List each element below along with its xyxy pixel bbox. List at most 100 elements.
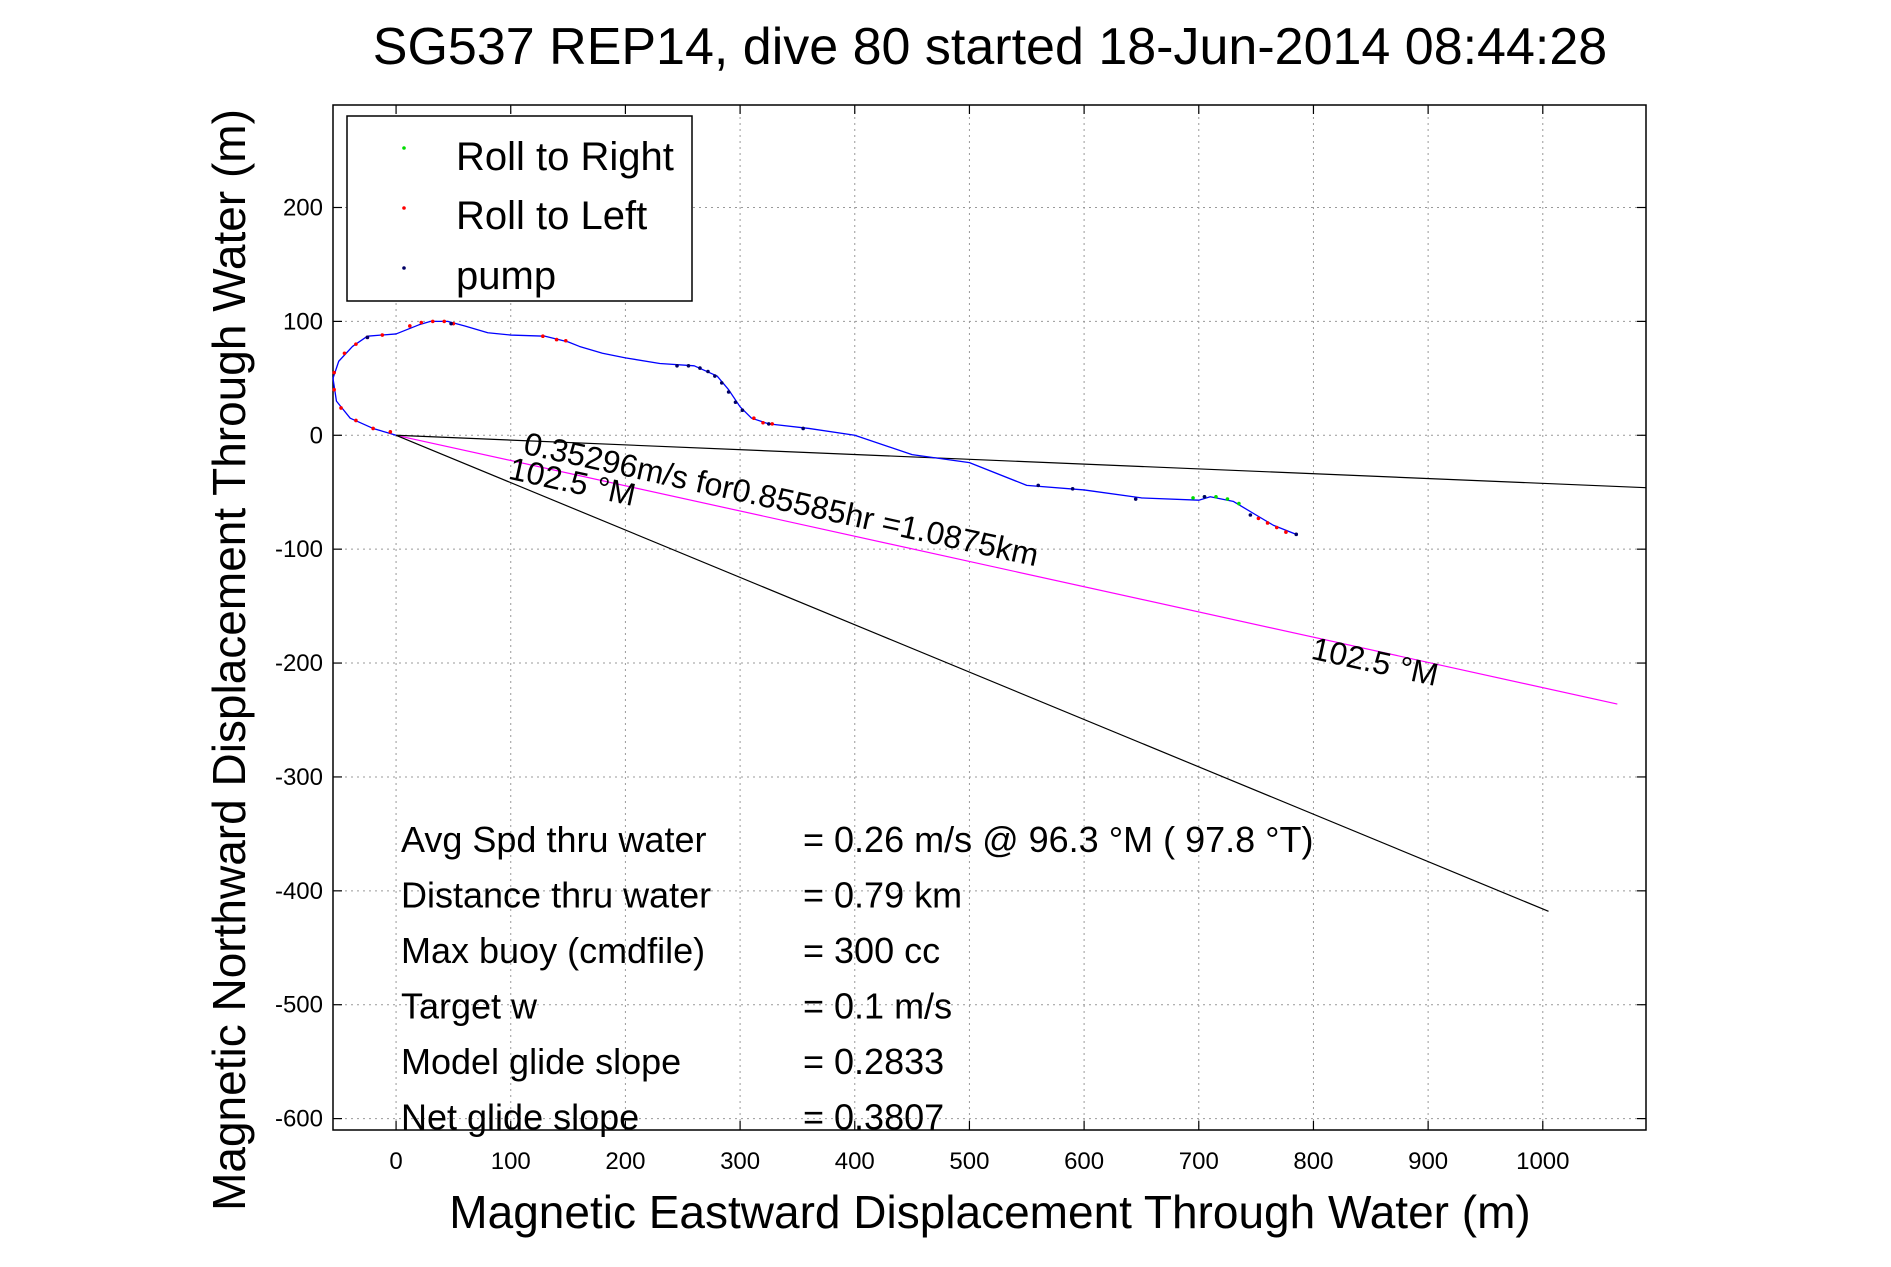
- stat-label: Target w: [401, 986, 538, 1027]
- x-tick-label: 700: [1179, 1148, 1219, 1175]
- y-tick-label: -200: [275, 650, 323, 677]
- pump-point: [726, 390, 731, 394]
- pump-point: [686, 364, 691, 368]
- x-tick-label: 800: [1293, 1148, 1333, 1175]
- legend: Roll to Right Roll to Left pump: [346, 115, 693, 302]
- roll-left-point: [354, 418, 358, 423]
- roll-left-point: [354, 342, 358, 346]
- pump-point: [1070, 487, 1075, 491]
- roll-left-point: [342, 351, 347, 356]
- pump-point: [733, 400, 738, 405]
- y-tick-label: 0: [310, 422, 323, 449]
- pump-point: [675, 364, 679, 368]
- stat-value: = 0.2833: [803, 1041, 944, 1082]
- roll-left-point: [554, 337, 559, 342]
- reference-line-heading-line: [395, 434, 1549, 912]
- x-tick-label: 600: [1064, 1148, 1104, 1175]
- roll-left-point: [1274, 525, 1279, 530]
- roll-left-point: [761, 420, 765, 425]
- chart-title: SG537 REP14, dive 80 started 18-Jun-2014…: [373, 18, 1607, 76]
- pump-point: [719, 381, 724, 385]
- x-tick-label: 200: [605, 1148, 645, 1175]
- stat-value: = 0.26 m/s @ 96.3 °M ( 97.8 °T): [803, 819, 1314, 860]
- roll-left-point: [752, 416, 756, 420]
- y-tick-label: -600: [275, 1106, 323, 1133]
- pump-point: [706, 369, 710, 374]
- stat-label: Avg Spd thru water: [401, 819, 707, 860]
- legend-marker-roll-right: [402, 146, 406, 150]
- pump-point: [1202, 494, 1207, 499]
- roll-left-point: [408, 324, 412, 328]
- reference-line-current-line: [396, 434, 1647, 489]
- stat-value: = 0.3807: [803, 1097, 944, 1138]
- legend-marker-roll-left: [402, 206, 406, 210]
- dive-track: [332, 319, 1299, 537]
- y-tick-label: -100: [275, 536, 323, 563]
- legend-label-roll-left: Roll to Left: [456, 194, 647, 238]
- y-tick-label: -500: [275, 992, 323, 1019]
- x-tick-label: 1000: [1516, 1148, 1569, 1175]
- pump-point: [449, 321, 453, 326]
- roll-left-point: [442, 319, 447, 324]
- x-tick-label: 900: [1408, 1148, 1448, 1175]
- stat-value: = 300 cc: [803, 930, 940, 971]
- roll-left-point: [1256, 516, 1261, 521]
- roll-left-point: [332, 370, 336, 375]
- roll-left-point: [371, 426, 375, 431]
- y-tick-label: 100: [283, 308, 323, 335]
- pump-point: [1248, 513, 1253, 517]
- roll-left-point: [430, 319, 435, 324]
- stat-label: Distance thru water: [401, 875, 711, 916]
- y-axis-label: Magnetic Northward Displacement Through …: [203, 109, 255, 1211]
- roll-left-point: [339, 406, 343, 410]
- stats-block: Avg Spd thru water = 0.26 m/s @ 96.3 °M (…: [401, 819, 1314, 1138]
- pump-point: [740, 408, 745, 413]
- x-tick-label: 0: [389, 1148, 402, 1175]
- stat-label: Net glide slope: [401, 1097, 639, 1138]
- roll-left-point: [541, 334, 545, 338]
- legend-label-pump: pump: [456, 254, 556, 298]
- x-tick-label: 500: [949, 1148, 989, 1175]
- pump-point: [766, 422, 771, 426]
- stat-label: Model glide slope: [401, 1041, 681, 1082]
- roll-left-point: [332, 387, 336, 392]
- pump-point: [1294, 532, 1299, 537]
- stat-label: Max buoy (cmdfile): [401, 930, 705, 971]
- x-tick-label: 100: [491, 1148, 531, 1175]
- reference-lines: [395, 434, 1647, 912]
- roll-right-point: [1191, 496, 1195, 500]
- pump-point: [713, 374, 717, 378]
- legend-label-roll-right: Roll to Right: [456, 135, 674, 179]
- roll-right-point: [1225, 497, 1230, 501]
- y-tick-label: -400: [275, 878, 323, 905]
- pump-point: [801, 426, 805, 431]
- roll-left-point: [1265, 521, 1270, 525]
- roll-left-point: [419, 320, 424, 325]
- x-axis-label: Magnetic Eastward Displacement Through W…: [449, 1186, 1530, 1238]
- y-tick-label: -300: [275, 764, 323, 791]
- axis-ticks: 0 100 200 300 400 500 600 700 800 900 10002001000-…: [275, 105, 1646, 1175]
- roll-left-point: [388, 430, 393, 434]
- reference-line-net-track: [395, 434, 1618, 705]
- roll-left-point: [380, 333, 385, 337]
- roll-left-point: [1284, 530, 1288, 534]
- legend-marker-pump: [402, 266, 406, 270]
- plot-area: [332, 104, 1647, 1131]
- pump-point: [1036, 483, 1041, 488]
- roll-right-point: [1237, 501, 1241, 506]
- x-tick-label: 300: [720, 1148, 760, 1175]
- y-tick-label: 200: [283, 195, 323, 222]
- pump-point: [1133, 497, 1138, 501]
- roll-left-point: [563, 338, 568, 343]
- roll-left-point: [770, 422, 774, 426]
- pump-point: [365, 335, 370, 340]
- pump-point: [698, 366, 702, 370]
- stat-value: = 0.79 km: [803, 875, 962, 916]
- x-tick-label: 400: [835, 1148, 875, 1175]
- track-line: [332, 320, 1297, 535]
- stat-value: = 0.1 m/s: [803, 986, 952, 1027]
- roll-right-point: [1214, 494, 1218, 499]
